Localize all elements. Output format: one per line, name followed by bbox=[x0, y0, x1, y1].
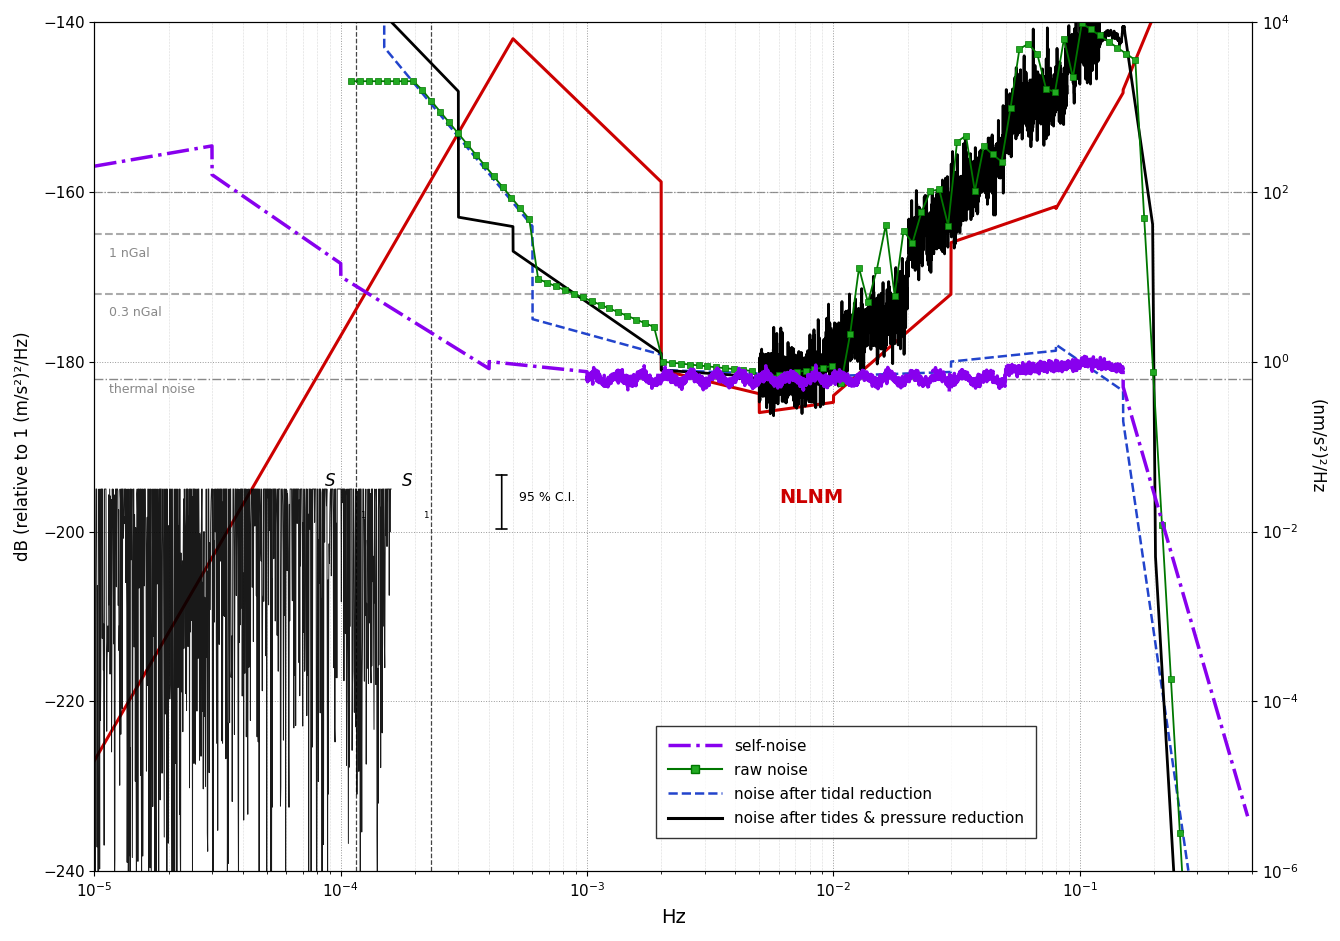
X-axis label: Hz: Hz bbox=[661, 908, 686, 927]
Text: $_{1}$: $_{1}$ bbox=[422, 508, 430, 521]
Text: $_{1}$: $_{1}$ bbox=[360, 508, 367, 521]
Text: thermal noise: thermal noise bbox=[110, 383, 196, 396]
Text: 1 nGal: 1 nGal bbox=[110, 247, 150, 260]
Legend: self-noise, raw noise, noise after tidal reduction, noise after tides & pressure: self-noise, raw noise, noise after tidal… bbox=[655, 726, 1036, 838]
Y-axis label: dB (relative to 1 (m/s²)²/Hz): dB (relative to 1 (m/s²)²/Hz) bbox=[13, 332, 32, 562]
Text: NLNM: NLNM bbox=[779, 488, 843, 507]
Text: 0.3 nGal: 0.3 nGal bbox=[110, 307, 162, 319]
Y-axis label: (nm/s²)²/Hz: (nm/s²)²/Hz bbox=[1308, 399, 1327, 494]
Text: $S$: $S$ bbox=[323, 471, 335, 489]
Text: $S$: $S$ bbox=[401, 471, 413, 489]
Text: 95 % C.I.: 95 % C.I. bbox=[519, 491, 575, 504]
